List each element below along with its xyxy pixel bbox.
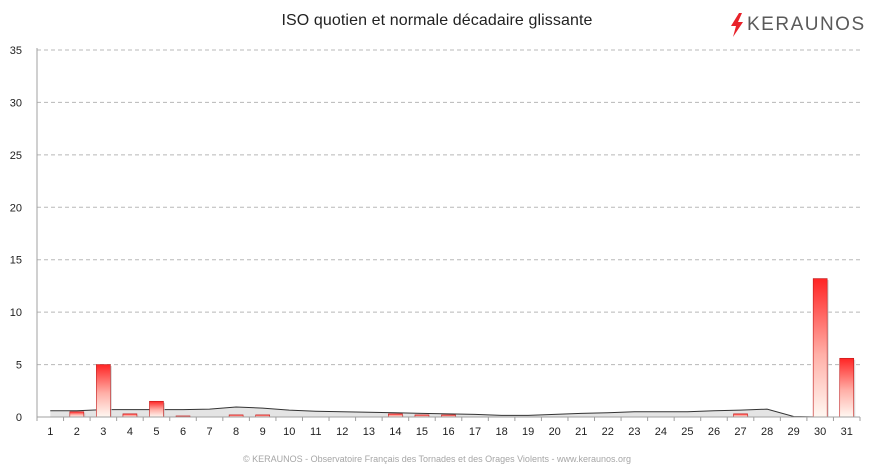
y-tick-label: 35 (10, 45, 22, 57)
x-tick-label: 19 (522, 426, 534, 438)
y-tick-label: 30 (10, 97, 22, 109)
x-tick-label: 7 (207, 426, 213, 438)
x-tick-label: 28 (761, 426, 773, 438)
y-tick-label: 20 (10, 202, 22, 214)
x-tick-label: 30 (814, 426, 826, 438)
x-tick-label: 16 (442, 426, 454, 438)
x-tick-label: 15 (416, 426, 428, 438)
x-tick-label: 20 (549, 426, 561, 438)
bar (69, 411, 85, 418)
x-tick-label: 17 (469, 426, 481, 438)
logo-text: KERAUNOS (747, 14, 866, 35)
x-tick-label: 11 (310, 426, 321, 438)
chart-title: ISO quotien et normale décadaire glissan… (281, 12, 593, 29)
x-tick-label: 9 (260, 426, 266, 438)
x-tick-label: 4 (127, 426, 133, 438)
x-tick-label: 3 (100, 426, 106, 438)
x-tick-label: 13 (363, 426, 375, 438)
bar (812, 278, 828, 418)
x-tick-label: 10 (283, 426, 295, 438)
bar (839, 357, 855, 418)
x-tick-label: 25 (681, 426, 693, 438)
x-tick-label: 18 (495, 426, 507, 438)
y-tick-labels: 0 5 10 15 20 25 30 35 (10, 45, 22, 424)
grid-lines (37, 49, 860, 366)
axes (36, 48, 861, 421)
x-tick-label: 2 (74, 426, 80, 438)
keraunos-logo: KERAUNOS (730, 12, 866, 38)
bar (149, 400, 164, 418)
bar (96, 364, 111, 418)
x-tick-label: 24 (655, 426, 667, 438)
footer-credit: © KERAUNOS - Observatoire Français des T… (243, 454, 631, 464)
x-tick-label: 29 (788, 426, 800, 438)
x-tick-label: 31 (841, 426, 853, 438)
lightning-bolt-icon (731, 13, 743, 37)
bar-series (69, 278, 856, 418)
x-tick-label: 22 (602, 426, 614, 438)
y-tick-label: 10 (10, 307, 22, 319)
x-tick-label: 8 (233, 426, 239, 438)
x-tick-label: 27 (734, 426, 746, 438)
x-tick-label: 26 (708, 426, 720, 438)
x-tick-label: 5 (153, 426, 159, 438)
y-tick-label: 15 (10, 255, 22, 267)
x-tick-label: 6 (180, 426, 186, 438)
y-tick-label: 25 (10, 150, 22, 162)
normal-series (50, 406, 847, 418)
x-tick-label: 12 (336, 426, 348, 438)
y-tick-label: 5 (16, 360, 22, 372)
x-tick-label: 23 (628, 426, 640, 438)
x-tick-labels: 1 2 3 4 5 6 7 8 9 10 11 12 13 14 15 16 17 18 19 20 21 22 23 24 2… (47, 426, 853, 438)
x-tick-label: 1 (47, 426, 53, 438)
x-tick-label: 21 (575, 426, 587, 438)
normal-line (50, 406, 847, 418)
y-tick-label: 0 (16, 412, 22, 424)
normal-area (50, 407, 847, 417)
x-tick-label: 14 (389, 426, 401, 438)
